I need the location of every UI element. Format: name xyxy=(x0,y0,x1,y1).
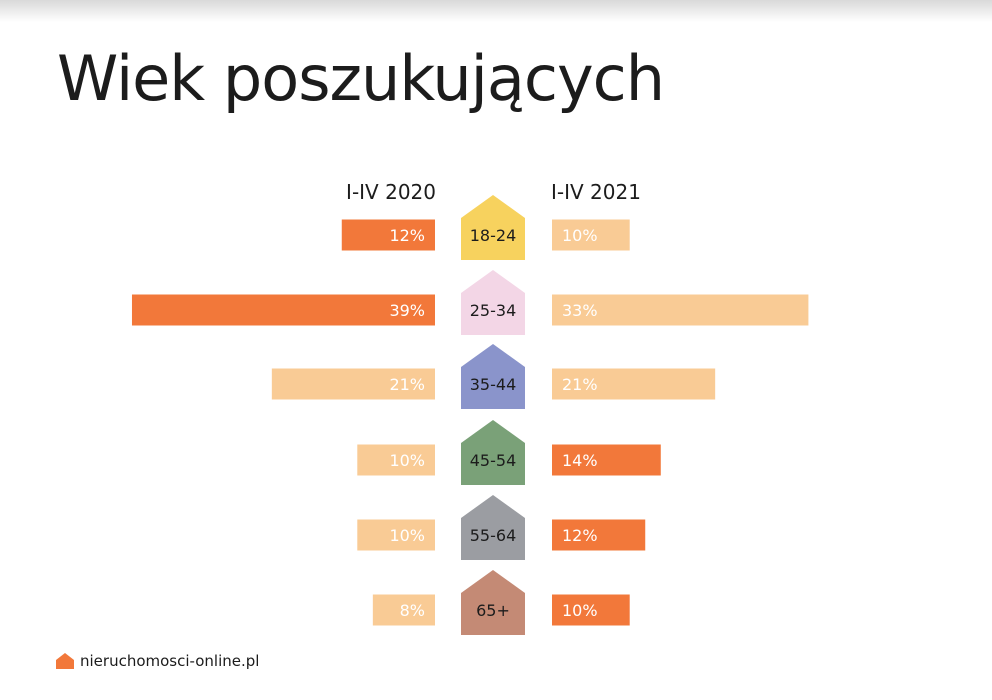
data-label-2020-35-44: 21% xyxy=(389,375,425,394)
bar-2021-35-44 xyxy=(552,368,716,400)
data-label-2021-18-24: 10% xyxy=(562,226,598,245)
data-label-2020-18-24: 12% xyxy=(389,226,425,245)
data-label-2020-25-34: 39% xyxy=(389,301,425,320)
top-shadow-band xyxy=(0,0,992,22)
brand-name: nieruchomosci-online.pl xyxy=(80,652,260,670)
category-label-18-24: 18-24 xyxy=(470,226,517,245)
bar-2020-35-44 xyxy=(271,368,435,400)
series-label-2021: I-IV 2021 xyxy=(551,180,641,204)
bar-2021-65+ xyxy=(552,594,630,626)
bar-2020-18-24 xyxy=(341,219,435,251)
data-label-2020-45-54: 10% xyxy=(389,451,425,470)
house-icon-18-24 xyxy=(461,195,525,260)
data-label-2021-25-34: 33% xyxy=(562,301,598,320)
house-icon xyxy=(56,653,74,669)
category-label-25-34: 25-34 xyxy=(470,301,517,320)
bar-2020-65+ xyxy=(372,594,435,626)
house-icon-25-34 xyxy=(461,270,525,335)
bar-2020-45-54 xyxy=(357,444,435,476)
house-icon-35-44 xyxy=(461,344,525,409)
page-title: Wiek poszukujących xyxy=(57,42,665,115)
data-label-2021-45-54: 14% xyxy=(562,451,598,470)
bar-2021-25-34 xyxy=(552,294,809,326)
bar-2021-45-54 xyxy=(552,444,661,476)
data-label-2020-55-64: 10% xyxy=(389,526,425,545)
bar-2020-55-64 xyxy=(357,519,435,551)
category-label-45-54: 45-54 xyxy=(470,451,517,470)
series-label-2020: I-IV 2020 xyxy=(346,180,436,204)
data-label-2021-55-64: 12% xyxy=(562,526,598,545)
category-label-35-44: 35-44 xyxy=(470,375,517,394)
house-icon-55-64 xyxy=(461,495,525,560)
bar-2020-25-34 xyxy=(131,294,435,326)
data-label-2021-65+: 10% xyxy=(562,601,598,620)
data-label-2021-35-44: 21% xyxy=(562,375,598,394)
bar-2021-18-24 xyxy=(552,219,630,251)
category-label-65+: 65+ xyxy=(476,601,510,620)
data-label-2020-65+: 8% xyxy=(400,601,425,620)
footer: nieruchomosci-online.pl xyxy=(56,650,259,672)
category-label-55-64: 55-64 xyxy=(470,526,517,545)
house-icon-45-54 xyxy=(461,420,525,485)
house-icon-65+ xyxy=(461,570,525,635)
bar-2021-55-64 xyxy=(552,519,646,551)
